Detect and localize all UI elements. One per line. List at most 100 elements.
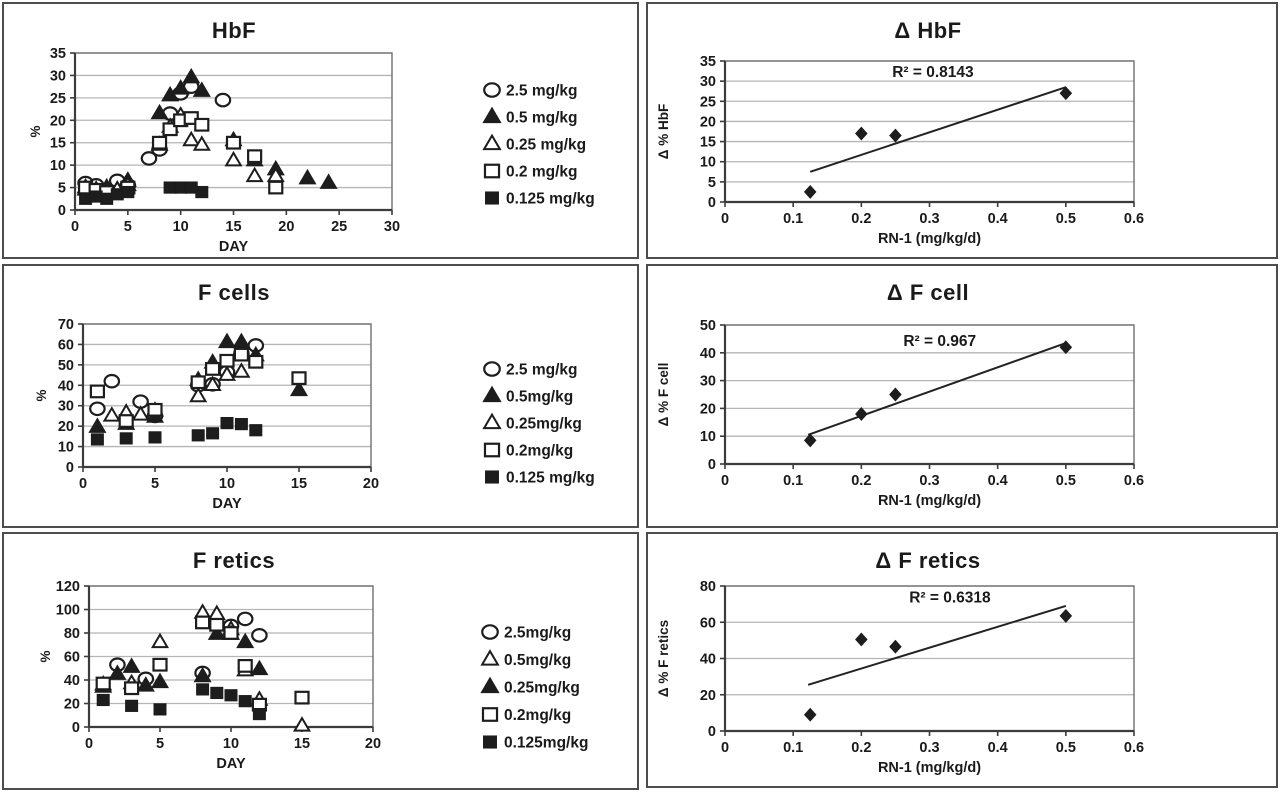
- svg-text:0: 0: [708, 457, 716, 473]
- x-axis-ticks: 0 5 10 15 20: [79, 467, 379, 492]
- triangle-filled-marker-icon: [482, 106, 502, 124]
- svg-text:60: 60: [64, 650, 80, 666]
- svg-text:10: 10: [700, 429, 716, 445]
- svg-text:0: 0: [72, 720, 80, 736]
- triangle-filled-marker-icon: [150, 103, 169, 120]
- delta-f-cell-scatter-chart: 0 0.1 0.2 0.3 0.4 0.5 0.6 0 10 20 30 40 50 RN-1 (mg/k…: [648, 266, 1276, 526]
- series--HbF: [803, 86, 1073, 199]
- diamond-filled-marker-icon: [1059, 608, 1073, 623]
- svg-text:30: 30: [58, 399, 74, 415]
- square-filled-marker-icon: [119, 432, 133, 445]
- series--F-retics: [803, 608, 1073, 722]
- svg-text:25: 25: [700, 94, 716, 110]
- svg-text:20: 20: [363, 476, 379, 492]
- square-filled-marker-icon: [196, 683, 210, 696]
- diamond-filled-marker-icon: [1059, 340, 1073, 355]
- circle-open-marker-icon: [140, 151, 158, 166]
- svg-text:0: 0: [721, 740, 729, 756]
- triangle-open-marker-icon: [232, 362, 251, 378]
- square-open-marker-icon: [223, 626, 239, 640]
- series-0.125-mg-kg: [90, 416, 263, 446]
- svg-text:0.2: 0.2: [851, 211, 871, 227]
- svg-text:30: 30: [50, 68, 66, 84]
- panel-f-retics: F retics 0 5 10 15 20 0 20 40 60 80 100 120 DAY% 2.5m…: [2, 532, 639, 790]
- square-open-marker-icon: [151, 135, 168, 150]
- x-axis-label: DAY: [219, 239, 249, 255]
- svg-text:10: 10: [50, 158, 66, 174]
- chart-title-delta-f-cell: Δ F cell: [886, 280, 970, 305]
- square-filled-marker-icon: [206, 427, 220, 440]
- triangle-open-marker-icon: [131, 405, 150, 421]
- square-filled-marker-icon: [238, 695, 252, 708]
- legend-label: 0.2 mg/kg: [506, 164, 578, 181]
- svg-text:50: 50: [58, 358, 74, 374]
- svg-text:60: 60: [700, 615, 716, 631]
- square-open-marker-icon: [147, 402, 163, 417]
- square-filled-marker-icon: [210, 686, 224, 700]
- square-filled-marker-icon: [234, 418, 248, 431]
- delta-f-retics-svg: 0 0.1 0.2 0.3 0.4 0.5 0.6 0 20 40 60 80 RN-1 (mg/kg/…: [656, 579, 1144, 776]
- triangle-filled-marker-icon: [289, 380, 309, 397]
- f-retics-scatter-chart: 0 5 10 15 20 0 20 40 60 80 100 120 DAY% 2.5mg/kg 0.5mg…: [4, 534, 637, 788]
- delta-f-retics-scatter-chart: 0 0.1 0.2 0.3 0.4 0.5 0.6 0 20 40 60 80 RN-1 (mg/kg/…: [648, 534, 1276, 786]
- y-axis-ticks: 0 5 10 15 20 25 30 35: [700, 54, 725, 211]
- y-axis-label: Δ % F cell: [656, 363, 671, 427]
- svg-text:15: 15: [291, 476, 307, 492]
- svg-text:40: 40: [700, 652, 716, 668]
- series-0.125mg-kg: [96, 683, 266, 721]
- legend-label: 0.2mg/kg: [504, 707, 571, 724]
- x-axis-ticks: 0 5 10 15 20 25 30: [71, 210, 400, 235]
- circle-open-marker-icon: [236, 611, 254, 627]
- y-axis-label: %: [38, 650, 53, 662]
- svg-text:5: 5: [124, 219, 132, 235]
- legend: 2.5 mg/kg 0.5mg/kg 0.25mg/kg 0.2mg/kg 0.125 …: [482, 361, 595, 487]
- x-axis-ticks: 0 0.1 0.2 0.3 0.4 0.5 0.6: [721, 731, 1144, 756]
- svg-text:0: 0: [58, 203, 66, 219]
- square-open-marker-icon: [118, 414, 134, 428]
- legend-label: 2.5mg/kg: [504, 625, 571, 642]
- svg-text:0.5: 0.5: [1056, 211, 1076, 227]
- svg-text:25: 25: [50, 91, 66, 107]
- square-filled-marker-icon: [485, 470, 499, 484]
- svg-text:80: 80: [700, 579, 716, 595]
- square-filled-marker-icon: [90, 433, 104, 446]
- triangle-open-marker-icon: [150, 632, 170, 649]
- legend-label: 0.25 mg/kg: [506, 137, 586, 154]
- delta-hbf-svg: 0 0.1 0.2 0.3 0.4 0.5 0.6 0 5 10 15 20 25 30 35 RN-1 (m…: [656, 54, 1144, 247]
- triangle-filled-marker-icon: [319, 173, 338, 189]
- y-axis-label: %: [34, 389, 49, 401]
- triangle-filled-marker-icon: [192, 81, 211, 97]
- chart-title-delta-f-retics: Δ F retics: [875, 548, 981, 573]
- x-axis-label: RN-1 (mg/kg/d): [878, 231, 981, 247]
- svg-text:20: 20: [700, 688, 716, 704]
- y-axis-ticks: 0 5 10 15 20 25 30 35: [50, 46, 75, 219]
- svg-text:20: 20: [58, 419, 74, 435]
- triangle-open-marker-icon: [217, 365, 237, 381]
- svg-text:0.1: 0.1: [783, 211, 803, 227]
- square-open-marker-icon: [483, 163, 501, 179]
- square-open-marker-icon: [219, 353, 235, 368]
- diamond-filled-marker-icon: [803, 707, 817, 722]
- triangle-filled-marker-icon: [182, 67, 201, 84]
- circle-open-marker-icon: [214, 92, 232, 108]
- circle-open-marker-icon: [483, 361, 501, 377]
- square-open-marker-icon: [195, 615, 211, 630]
- panel-f-cells: F cells 0 5 10 15 20 0 10 20 30 40 50 60 70 DAY% 2.5 m…: [2, 264, 639, 528]
- triangle-open-marker-icon: [189, 386, 208, 403]
- y-axis-label: Δ % HbF: [656, 104, 671, 159]
- svg-text:120: 120: [56, 579, 80, 595]
- svg-text:25: 25: [331, 219, 347, 235]
- r-squared-annotation: R² = 0.967: [903, 333, 976, 350]
- legend: 2.5 mg/kg 0.5 mg/kg 0.25 mg/kg 0.2 mg/kg 0.1…: [482, 82, 595, 208]
- trendline: [809, 86, 1067, 173]
- square-open-marker-icon: [194, 117, 210, 132]
- square-filled-marker-icon: [220, 416, 234, 430]
- svg-text:30: 30: [700, 374, 716, 390]
- square-open-marker-icon: [481, 707, 499, 722]
- f-cells-svg: 0 5 10 15 20 0 10 20 30 40 50 60 70 DAY% 2.5 mg/kg 0.5m…: [34, 317, 595, 512]
- svg-text:50: 50: [700, 318, 716, 334]
- chart-title-hbf: HbF: [211, 18, 257, 43]
- svg-text:0.2: 0.2: [851, 473, 871, 489]
- svg-text:35: 35: [50, 46, 66, 62]
